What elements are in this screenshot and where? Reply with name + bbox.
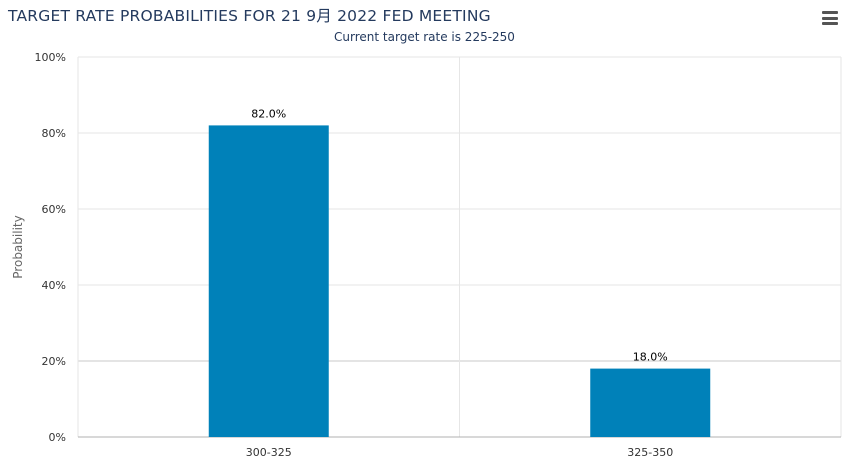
x-tick-label: 325-350 [627, 446, 673, 459]
data-label: 82.0% [251, 107, 286, 120]
y-tick-label: 40% [42, 279, 66, 292]
chart-subtitle: Current target rate is 225-250 [334, 30, 515, 44]
y-tick-label: 100% [35, 51, 66, 64]
chart-title: TARGET RATE PROBABILITIES FOR 21 9月 2022… [8, 7, 491, 25]
y-tick-label: 20% [42, 355, 66, 368]
hamburger-menu-icon[interactable] [821, 10, 839, 26]
y-tick-label: 60% [42, 203, 66, 216]
bar-325-350[interactable] [590, 368, 711, 437]
labels: 0% 20% 40% 60% 80% 100% 82.0% 300-325 18.0% 325-3… [35, 51, 674, 459]
grid-lines [77, 56, 842, 438]
bars [208, 125, 711, 438]
y-tick-label: 0% [49, 431, 66, 444]
data-label: 18.0% [633, 351, 668, 364]
x-tick-label: 300-325 [246, 446, 292, 459]
bar-300-325[interactable] [208, 125, 329, 438]
y-tick-label: 80% [42, 127, 66, 140]
y-axis-title: Probability [11, 215, 25, 278]
